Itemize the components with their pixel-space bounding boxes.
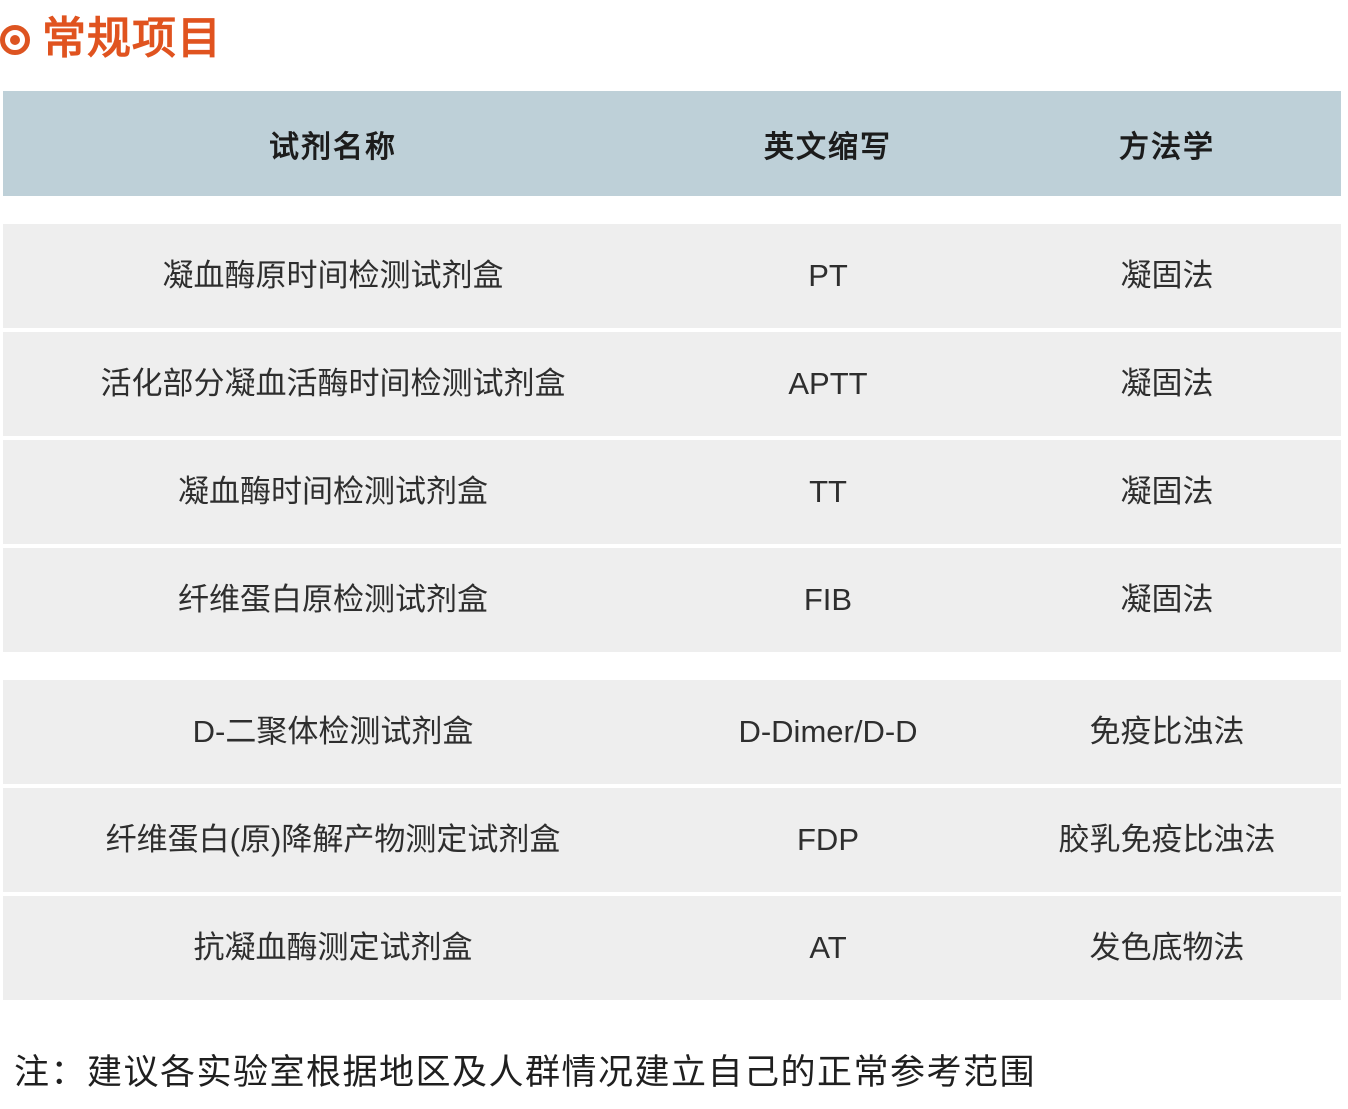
cell-abbreviation: PT <box>808 258 848 294</box>
table-group-immunoassay: D-二聚体检测试剂盒 D-Dimer/D-D 免疫比浊法 纤维蛋白(原)降解产物… <box>3 680 1341 1000</box>
cell-methodology: 发色底物法 <box>1089 930 1245 966</box>
cell-methodology: 胶乳免疫比浊法 <box>1058 822 1276 858</box>
cell-reagent-name: 纤维蛋白原检测试剂盒 <box>178 582 488 618</box>
section-title: 常规项目 <box>0 2 222 72</box>
cell-abbreviation: FDP <box>797 822 859 858</box>
table-row: 凝血酶时间检测试剂盒 TT 凝固法 <box>3 440 1341 544</box>
column-header-method: 方法学 <box>1119 130 1215 164</box>
cell-methodology: 凝固法 <box>1120 582 1214 618</box>
table-row: 纤维蛋白原检测试剂盒 FIB 凝固法 <box>3 548 1341 652</box>
page-title: 常规项目 <box>42 14 222 63</box>
column-header-abbr: 英文缩写 <box>764 130 892 164</box>
table-row: D-二聚体检测试剂盒 D-Dimer/D-D 免疫比浊法 <box>3 680 1341 784</box>
cell-reagent-name: 活化部分凝血活酶时间检测试剂盒 <box>100 366 566 402</box>
cell-reagent-name: 凝血酶原时间检测试剂盒 <box>162 258 504 294</box>
table-row: 活化部分凝血活酶时间检测试剂盒 APTT 凝固法 <box>3 332 1341 436</box>
cell-reagent-name: D-二聚体检测试剂盒 <box>192 714 474 750</box>
table-row: 抗凝血酶测定试剂盒 AT 发色底物法 <box>3 896 1341 1000</box>
cell-abbreviation: FIB <box>803 582 853 618</box>
cell-methodology: 免疫比浊法 <box>1089 714 1245 750</box>
cell-reagent-name: 抗凝血酶测定试剂盒 <box>193 930 473 966</box>
table-row: 纤维蛋白(原)降解产物测定试剂盒 FDP 胶乳免疫比浊法 <box>3 788 1341 892</box>
cell-methodology: 凝固法 <box>1120 474 1214 510</box>
column-header-name: 试剂名称 <box>269 130 397 164</box>
cell-abbreviation: AT <box>809 930 847 966</box>
reagent-table: 试剂名称 英文缩写 方法学 凝血酶原时间检测试剂盒 PT 凝固法 活化部分凝血活… <box>3 91 1341 1000</box>
cell-abbreviation: TT <box>809 474 847 510</box>
cell-abbreviation: D-Dimer/D-D <box>738 714 918 750</box>
table-header-row: 试剂名称 英文缩写 方法学 <box>3 91 1341 196</box>
table-group-coagulation: 凝血酶原时间检测试剂盒 PT 凝固法 活化部分凝血活酶时间检测试剂盒 APTT … <box>3 224 1341 652</box>
cell-methodology: 凝固法 <box>1120 366 1214 402</box>
table-row: 凝血酶原时间检测试剂盒 PT 凝固法 <box>3 224 1341 328</box>
bullseye-icon <box>0 25 30 55</box>
cell-reagent-name: 纤维蛋白(原)降解产物测定试剂盒 <box>105 822 561 858</box>
footer-note: 注：建议各实验室根据地区及人群情况建立自己的正常参考范围 <box>14 1053 1037 1092</box>
cell-methodology: 凝固法 <box>1120 258 1214 294</box>
cell-abbreviation: APTT <box>788 366 868 402</box>
cell-reagent-name: 凝血酶时间检测试剂盒 <box>178 474 488 510</box>
